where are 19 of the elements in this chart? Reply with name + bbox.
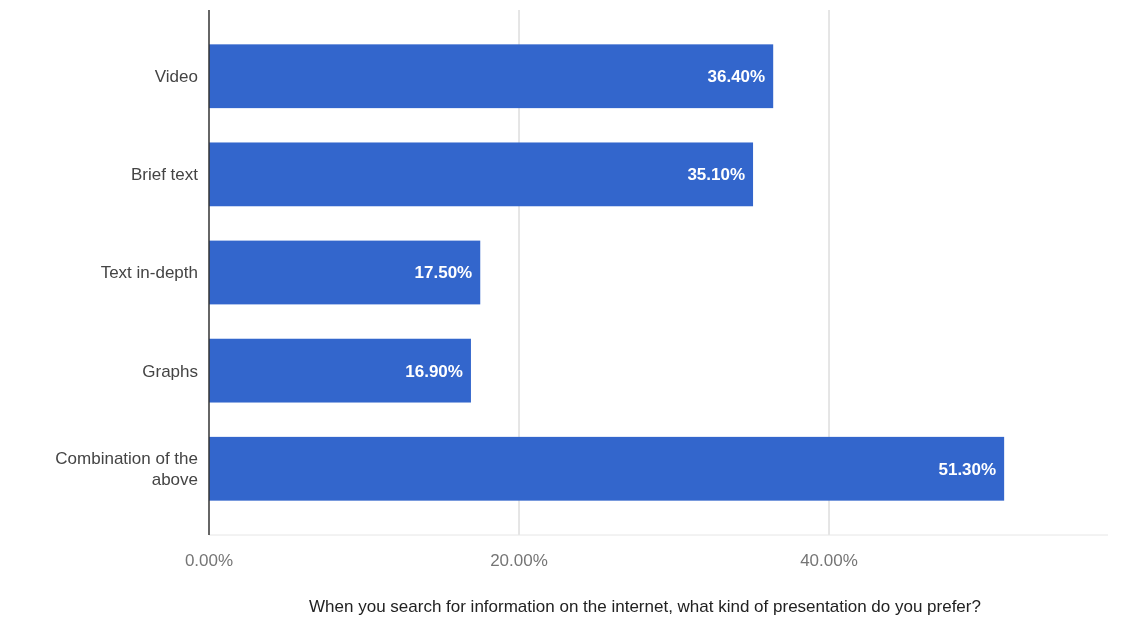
- x-tick-label: 20.00%: [490, 550, 548, 570]
- x-tick-label: 40.00%: [800, 550, 858, 570]
- bar: [209, 44, 774, 109]
- bar: [209, 142, 754, 207]
- x-tick-label: 0.00%: [184, 550, 234, 570]
- x-axis-title: When you search for information on the internet, what kind of presentation do you prefer?: [309, 597, 981, 616]
- y-tick-label: Graphs: [142, 361, 198, 381]
- bar: [209, 338, 471, 403]
- y-tick-label: Video: [154, 67, 198, 87]
- y-tick-label: Combination of the above: [55, 449, 198, 490]
- y-tick-label: Text in-depth: [100, 263, 198, 283]
- bar: [209, 240, 481, 305]
- bar: [209, 436, 1005, 501]
- data-label: 36.40%: [707, 67, 766, 87]
- data-label: 51.30%: [938, 459, 997, 479]
- data-label: 16.90%: [405, 361, 463, 381]
- data-label: 35.10%: [687, 165, 746, 185]
- y-tick-label: Brief text: [130, 165, 199, 185]
- data-label: 17.50%: [414, 263, 473, 283]
